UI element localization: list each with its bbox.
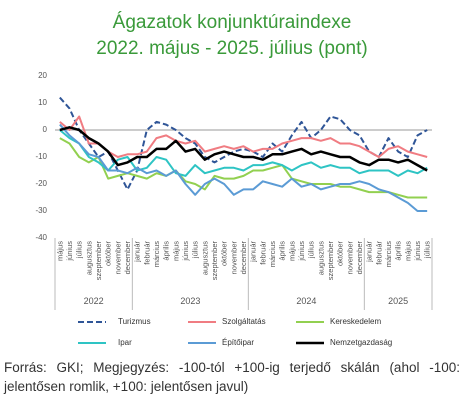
x-tick-label: október xyxy=(336,241,345,267)
chart-title: Ágazatok konjunktúraindexe xyxy=(113,12,352,33)
legend-label: Nemzetgazdaság xyxy=(330,338,392,347)
x-tick-label: szeptember xyxy=(210,241,219,281)
legend-label: Szolgáltatás xyxy=(222,317,266,326)
x-tick-label: december xyxy=(123,241,132,275)
x-tick-label: augusztus xyxy=(316,241,325,275)
x-tick-label: június xyxy=(181,241,190,262)
y-tick-label: 0 xyxy=(43,125,48,134)
x-tick-label: május xyxy=(171,241,180,261)
year-label: 2025 xyxy=(388,296,408,306)
y-tick-label: -10 xyxy=(35,152,47,161)
x-tick-label: június xyxy=(65,241,74,262)
x-tick-label: január xyxy=(133,241,142,263)
series-line xyxy=(59,126,428,172)
x-tick-label: június xyxy=(413,241,422,262)
x-tick-label: április xyxy=(394,241,403,261)
x-tick-label: szeptember xyxy=(94,241,103,281)
x-tick-label: július xyxy=(191,241,200,259)
y-tick-label: -40 xyxy=(35,233,47,242)
y-tick-label: 10 xyxy=(38,98,47,107)
x-tick-label: július xyxy=(307,241,316,259)
series-line xyxy=(59,115,428,158)
x-tick-label: december xyxy=(355,241,364,275)
x-tick-label: december xyxy=(239,241,248,275)
x-tick-label: április xyxy=(162,241,171,261)
x-tick-label: október xyxy=(220,241,229,267)
source-note: Forrás: GKI; Megjegyzés: -100-tól +100-i… xyxy=(4,360,460,394)
year-label: 2024 xyxy=(296,296,316,306)
x-tick-label: május xyxy=(287,241,296,261)
y-tick-label: -30 xyxy=(35,206,47,215)
legend-label: Kereskedelem xyxy=(330,317,381,326)
series-line xyxy=(59,129,428,177)
legend-label: Építőipar xyxy=(222,338,254,347)
series-line xyxy=(59,137,428,199)
legend-label: Ipar xyxy=(118,338,132,347)
x-tick-label: július xyxy=(423,241,432,259)
chart-subtitle: 2022. május - 2025. július (pont) xyxy=(96,38,367,59)
legend-label: Turizmus xyxy=(118,317,151,326)
x-tick-label: augusztus xyxy=(200,241,209,275)
x-tick-label: augusztus xyxy=(84,241,93,275)
series-line xyxy=(59,96,428,191)
x-tick-label: január xyxy=(249,241,258,263)
x-tick-label: november xyxy=(229,241,238,275)
x-tick-label: november xyxy=(113,241,122,275)
x-tick-label: május xyxy=(55,241,64,261)
x-tick-label: április xyxy=(278,241,287,261)
x-tick-label: június xyxy=(297,241,306,262)
x-tick-label: március xyxy=(268,241,277,268)
y-tick-label: 20 xyxy=(38,71,47,80)
x-tick-label: július xyxy=(75,241,84,259)
x-tick-label: november xyxy=(345,241,354,275)
year-label: 2022 xyxy=(84,296,104,306)
x-tick-label: február xyxy=(374,240,383,264)
y-tick-label: -20 xyxy=(35,179,47,188)
x-tick-label: január xyxy=(365,241,374,263)
series-line xyxy=(59,123,428,212)
x-tick-label: március xyxy=(384,241,393,268)
x-tick-label: február xyxy=(142,240,151,264)
x-tick-label: március xyxy=(152,241,161,268)
x-tick-label: május xyxy=(403,241,412,261)
x-tick-label: február xyxy=(258,240,267,264)
chart: Ágazatok konjunktúraindexe 2022. május -… xyxy=(35,12,433,347)
x-tick-label: szeptember xyxy=(326,241,335,281)
x-tick-label: október xyxy=(104,241,113,267)
year-label: 2023 xyxy=(180,296,200,306)
